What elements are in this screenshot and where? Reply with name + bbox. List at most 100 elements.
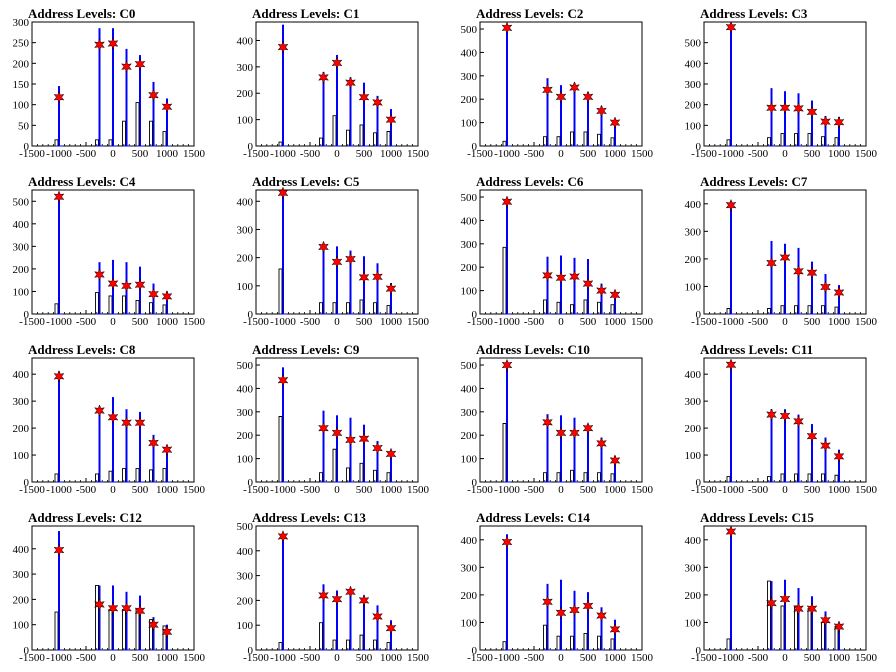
x-tick-label: 1500 — [631, 484, 654, 496]
star-marker — [358, 594, 370, 607]
star-marker — [277, 373, 289, 387]
star-marker — [161, 625, 173, 639]
x-tick-label: -1000 — [494, 484, 520, 496]
outline-bar — [794, 133, 798, 146]
outline-bar — [610, 638, 615, 650]
x-tick-label: -500 — [76, 484, 97, 496]
outline-bar — [556, 301, 561, 314]
star-marker — [582, 90, 594, 104]
y-tick-label: 300 — [461, 562, 478, 574]
outline-bar — [346, 467, 350, 482]
histogram-bar — [125, 591, 128, 650]
histogram-bar — [125, 409, 128, 482]
panel-title: Address Levels: C2 — [476, 6, 584, 21]
histogram-bar — [560, 85, 562, 146]
star-marker — [833, 620, 845, 633]
x-tick-label: -1500 — [243, 316, 269, 328]
outline-bar — [767, 580, 771, 650]
outline-bar — [359, 462, 364, 482]
star-marker — [161, 443, 173, 456]
outline-bar — [794, 305, 798, 314]
star-marker — [501, 195, 513, 208]
y-tick-label: 200 — [13, 264, 30, 276]
histogram-bar — [546, 256, 549, 314]
histogram-bar — [560, 415, 562, 482]
outline-bar — [332, 302, 337, 314]
star-marker — [569, 426, 580, 440]
x-tick-label: -1000 — [46, 484, 72, 496]
histogram-bar — [152, 617, 155, 650]
histogram-bar — [363, 595, 365, 650]
y-tick-label: 200 — [237, 253, 254, 265]
histogram-bar — [322, 584, 325, 650]
outline-bar — [583, 633, 588, 650]
outline-bar — [610, 473, 615, 482]
y-tick-label: 300 — [237, 407, 254, 419]
x-tick-label: 1000 — [380, 148, 403, 160]
outline-bar — [386, 131, 391, 146]
x-tick-label: -1500 — [691, 316, 717, 328]
outline-bar — [135, 300, 140, 314]
outline-bar — [346, 639, 350, 650]
y-tick-label: 200 — [13, 58, 30, 70]
x-tick-label: 0 — [782, 316, 788, 328]
x-tick-label: 500 — [804, 316, 821, 328]
outline-bar — [135, 468, 140, 482]
y-tick-label: 500 — [237, 521, 254, 533]
star-marker — [806, 602, 818, 615]
x-tick-label: 1000 — [604, 148, 627, 160]
y-tick-label: 0 — [248, 141, 254, 153]
x-tick-label: 0 — [558, 148, 564, 160]
outline-bar — [834, 474, 839, 482]
outline-bar — [54, 611, 59, 650]
outline-bar — [583, 472, 588, 482]
panel-title: Address Levels: C9 — [252, 342, 360, 357]
histogram-bar — [838, 285, 840, 314]
histogram-bar — [336, 590, 338, 650]
histogram-panel: -1500 -1000 -500 0 500 1000 1500 0 50 100 150 200 25… — [0, 0, 224, 168]
y-tick-label: 0 — [248, 477, 254, 489]
y-tick-label: 100 — [461, 286, 478, 298]
histogram-bar — [349, 417, 352, 482]
histogram-bar — [730, 360, 732, 482]
histogram-panel: -1500 -1000 -500 0 500 1000 1500 0 100 200 300 400 A… — [224, 0, 448, 168]
star-marker — [318, 421, 329, 435]
histogram-panel: -1500 -1000 -500 0 500 1000 1500 0 100 200 300 400 5… — [224, 504, 448, 672]
x-tick-label: -1500 — [467, 484, 493, 496]
outline-bar — [359, 299, 364, 314]
histogram-plot: -1500 -1000 -500 0 500 1000 1500 0 100 200 300 400 5… — [461, 21, 654, 160]
histogram-bar — [282, 24, 284, 146]
outline-bar — [108, 295, 113, 314]
histogram-bar — [112, 585, 114, 650]
star-marker — [385, 113, 397, 126]
y-tick-label: 400 — [13, 219, 30, 231]
histogram-panel: -1500 -1000 -500 0 500 1000 1500 0 100 200 300 400 5… — [224, 336, 448, 504]
x-tick-label: -1000 — [718, 484, 744, 496]
star-marker — [779, 101, 791, 115]
star-marker — [331, 255, 343, 269]
star-marker — [609, 288, 621, 302]
outline-bar — [319, 137, 323, 146]
outline-bar — [359, 124, 364, 146]
x-tick-label: 1000 — [156, 148, 179, 160]
star-marker — [372, 441, 383, 455]
star-marker — [161, 100, 173, 114]
star-marker — [385, 447, 397, 461]
x-tick-label: -500 — [76, 652, 97, 664]
y-tick-label: 300 — [237, 571, 254, 583]
x-tick-label: -500 — [748, 652, 769, 664]
histogram-bar — [797, 247, 800, 314]
y-tick-label: 100 — [461, 118, 478, 130]
histogram-bar — [797, 93, 800, 146]
histogram-bar — [98, 28, 101, 147]
outline-bar — [583, 299, 588, 314]
y-tick-label: 200 — [237, 595, 254, 607]
outline-bar — [135, 609, 140, 650]
x-tick-label: -1500 — [19, 316, 45, 328]
y-tick-label: 0 — [472, 477, 478, 489]
x-tick-label: 0 — [110, 652, 116, 664]
outline-bar — [794, 605, 798, 650]
x-tick-label: 500 — [580, 148, 597, 160]
star-marker — [148, 618, 159, 631]
star-marker — [358, 90, 370, 104]
